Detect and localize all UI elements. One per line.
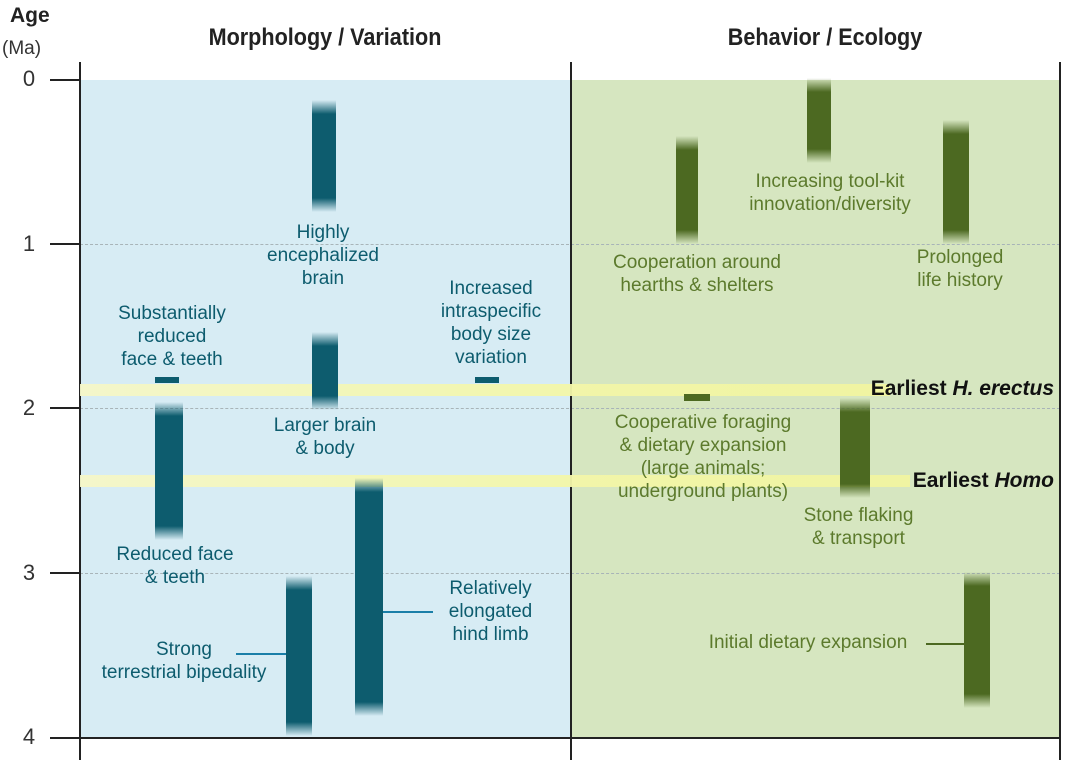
label-body-size-variation: Increased intraspecific body size variat… <box>440 278 542 368</box>
label-earliest-homo: Earliest Homo <box>912 469 1054 492</box>
label-stone-flaking: Stone flaking & transport <box>803 505 914 549</box>
leader-bipedality <box>236 653 286 655</box>
label-highly-encephalized-brain: Highly encephalized brain <box>267 222 379 289</box>
leader-hind-limb <box>383 611 433 613</box>
bar-prolonged-life-history <box>943 120 969 244</box>
label-larger-brain-body: Larger brain & body <box>273 415 377 459</box>
bar-terrestrial-bipedality <box>286 576 312 736</box>
tick-label-3: 3 <box>22 560 36 585</box>
label-terrestrial-bipedality: Strong terrestrial bipedality <box>101 639 267 683</box>
label-tool-kit-innovation: Increasing tool-kit innovation/diversity <box>749 171 911 215</box>
bar-cooperative-foraging <box>684 394 710 401</box>
bar-tool-kit-innovation <box>807 78 831 163</box>
tick-label-4: 4 <box>22 724 36 749</box>
tick-mark-2 <box>50 407 80 409</box>
bar-hearths-shelters <box>676 136 698 244</box>
bar-elongated-hind-limb <box>355 478 383 716</box>
band-earliest-homo <box>80 475 910 487</box>
tick-label-2: 2 <box>22 395 36 420</box>
tick-mark-0 <box>50 79 80 81</box>
tick-label-0: 0 <box>22 66 36 91</box>
column-heading-morphology: Morphology / Variation <box>208 24 442 51</box>
label-reduced-face-teeth: Reduced face & teeth <box>116 544 234 588</box>
baseline-4 <box>50 737 1060 739</box>
leader-dietary-expansion <box>926 643 964 645</box>
center-divider <box>570 62 572 760</box>
label-substantially-reduced-face: Substantially reduced face & teeth <box>118 303 226 370</box>
left-axis-line <box>79 62 81 760</box>
bar-stone-flaking <box>840 398 870 498</box>
right-axis-line <box>1059 62 1061 760</box>
tick-label-1: 1 <box>22 231 36 256</box>
band-earliest-h-erectus <box>80 384 890 396</box>
tick-mark-1 <box>50 243 80 245</box>
axis-title: Age <box>10 4 50 27</box>
bar-reduced-face-teeth <box>155 402 183 540</box>
column-heading-behavior: Behavior / Ecology <box>727 24 923 51</box>
label-earliest-h-erectus: Earliest H. erectus <box>870 377 1054 400</box>
label-prolonged-life-history: Prolonged life history <box>916 247 1004 291</box>
label-initial-dietary-expansion: Initial dietary expansion <box>708 632 908 653</box>
bar-substantially-reduced-face <box>155 377 179 383</box>
label-hearths-shelters: Cooperation around hearths & shelters <box>613 252 781 296</box>
bar-larger-brain-body <box>312 332 338 410</box>
bar-body-size-variation <box>475 377 499 383</box>
tick-mark-3 <box>50 572 80 574</box>
label-elongated-hind-limb: Relatively elongated hind limb <box>448 578 533 645</box>
bar-initial-dietary-expansion <box>964 572 990 708</box>
label-cooperative-foraging: Cooperative foraging & dietary expansion… <box>614 412 792 502</box>
bar-highly-encephalized-brain <box>312 100 336 212</box>
axis-unit: (Ma) <box>2 38 42 59</box>
